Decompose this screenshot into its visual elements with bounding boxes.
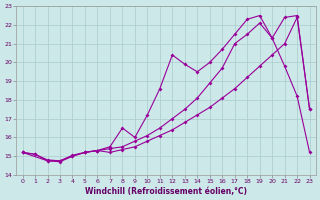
X-axis label: Windchill (Refroidissement éolien,°C): Windchill (Refroidissement éolien,°C) [85, 187, 247, 196]
